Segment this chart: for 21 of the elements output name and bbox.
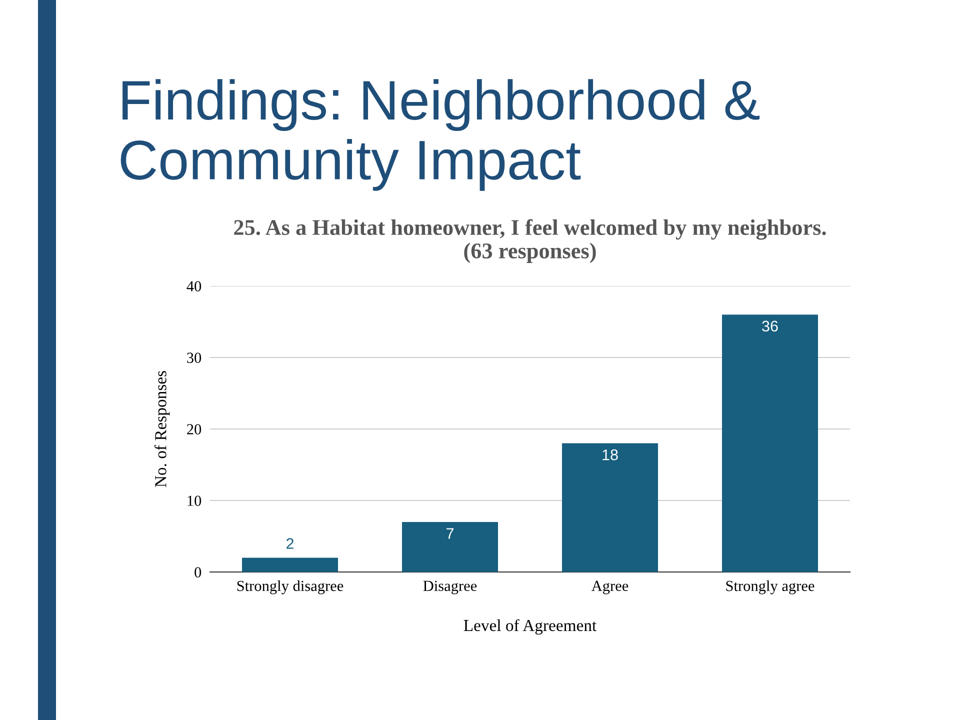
- bar: [722, 314, 818, 572]
- chart-title: Findings: Neighborhood & Community Impact: [120, 79, 760, 191]
- x-axis-title: Level of Agreement: [464, 619, 597, 635]
- x-tick-label: Strongly disagree: [237, 580, 344, 594]
- y-tick-label: 10: [188, 496, 202, 506]
- bar: [562, 443, 658, 572]
- x-tick-label: Strongly agree: [726, 580, 814, 594]
- data-label: 7: [446, 528, 454, 539]
- y-tick-label: 30: [187, 352, 202, 363]
- y-tick-label: 20: [187, 424, 202, 434]
- y-tick-label: 0: [194, 567, 202, 578]
- data-label: 18: [602, 449, 618, 460]
- x-tick-label: Disagree: [423, 580, 477, 594]
- data-label: 2: [286, 538, 294, 549]
- bar: [242, 558, 338, 572]
- data-label: 36: [762, 320, 778, 332]
- y-axis-title: No. of Responses: [154, 371, 170, 488]
- x-tick-label: Agree: [591, 580, 628, 594]
- y-tick-label: 40: [186, 281, 202, 292]
- bar: [402, 522, 498, 572]
- chart-subtitle: 25. As a Habitat homeowner, I feel welcomed by my neighbors. (63 responses): [234, 219, 826, 263]
